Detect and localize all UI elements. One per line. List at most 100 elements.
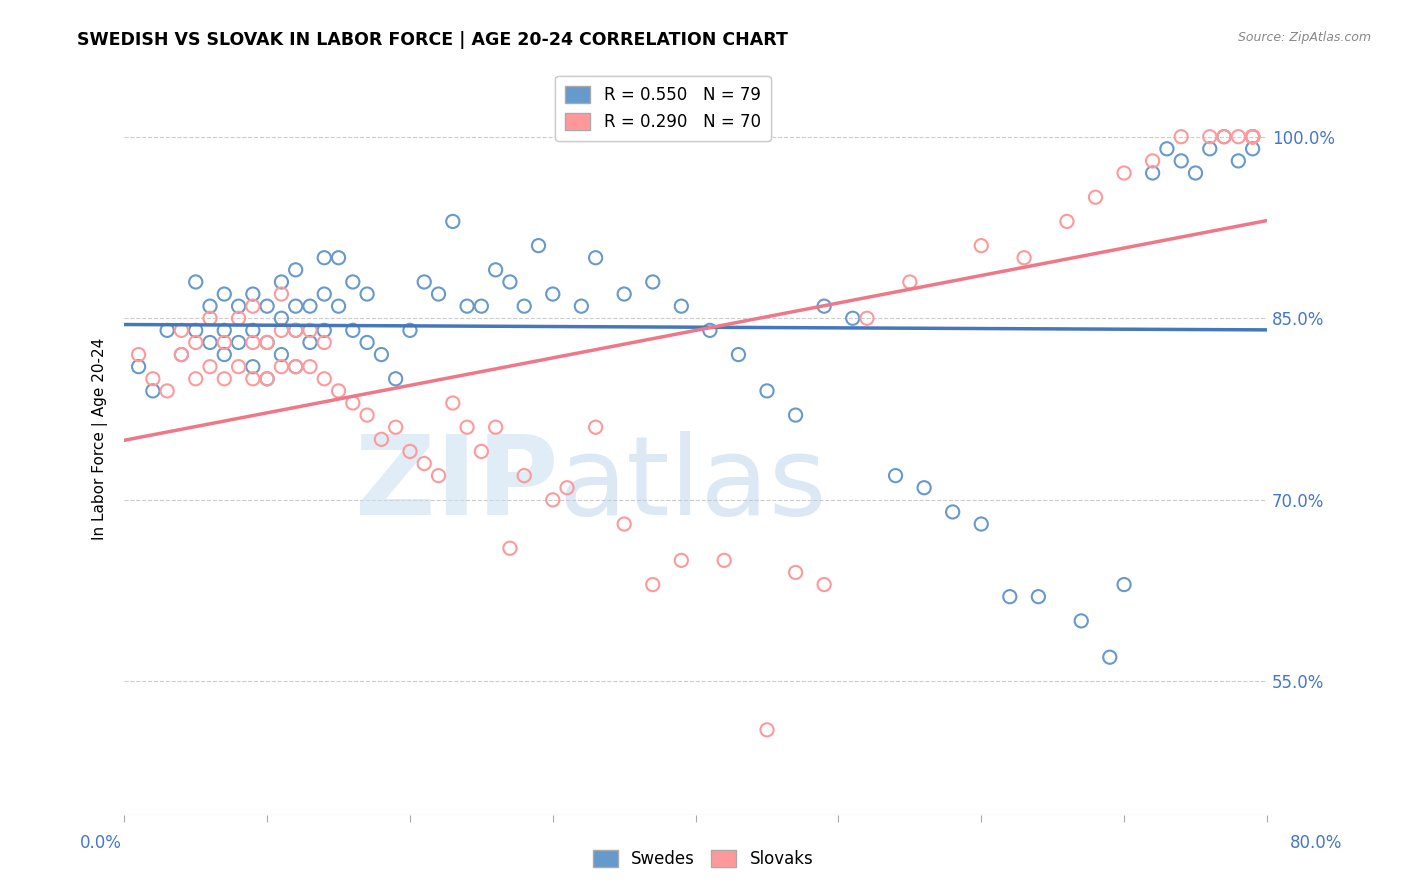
Point <box>1198 129 1220 144</box>
Point <box>727 348 749 362</box>
Point <box>198 359 221 374</box>
Point <box>1241 142 1264 156</box>
Point <box>585 251 607 265</box>
Point <box>184 275 207 289</box>
Text: atlas: atlas <box>558 431 827 538</box>
Point <box>214 323 236 337</box>
Point <box>256 335 278 350</box>
Point <box>499 541 522 556</box>
Point <box>1112 577 1135 591</box>
Point <box>1098 650 1121 665</box>
Point <box>970 516 993 531</box>
Point <box>399 444 422 458</box>
Point <box>1142 166 1164 180</box>
Point <box>228 299 250 313</box>
Point <box>198 311 221 326</box>
Point <box>228 359 250 374</box>
Point <box>399 323 422 337</box>
Point <box>527 238 550 252</box>
Point <box>270 311 292 326</box>
Point <box>314 323 336 337</box>
Point <box>156 384 179 398</box>
Point <box>256 299 278 313</box>
Point <box>1241 129 1264 144</box>
Point <box>184 372 207 386</box>
Point <box>284 359 307 374</box>
Point <box>284 323 307 337</box>
Point <box>699 323 721 337</box>
Point <box>1241 129 1264 144</box>
Point <box>356 408 378 422</box>
Point <box>456 299 478 313</box>
Point <box>314 287 336 301</box>
Point <box>470 299 492 313</box>
Point <box>298 299 321 313</box>
Point <box>228 335 250 350</box>
Point <box>128 348 150 362</box>
Point <box>641 577 664 591</box>
Point <box>228 311 250 326</box>
Point <box>555 481 578 495</box>
Point <box>569 299 592 313</box>
Point <box>1227 153 1250 168</box>
Point <box>284 299 307 313</box>
Point <box>242 299 264 313</box>
Point <box>242 323 264 337</box>
Point <box>1084 190 1107 204</box>
Point <box>756 384 779 398</box>
Point <box>1112 166 1135 180</box>
Point <box>756 723 779 737</box>
Legend: R = 0.550   N = 79, R = 0.290   N = 70: R = 0.550 N = 79, R = 0.290 N = 70 <box>555 76 770 141</box>
Point <box>270 287 292 301</box>
Point <box>142 384 165 398</box>
Point <box>384 420 406 434</box>
Point <box>912 481 935 495</box>
Text: 80.0%: 80.0% <box>1291 834 1343 852</box>
Point <box>270 359 292 374</box>
Point <box>413 457 436 471</box>
Point <box>1241 129 1264 144</box>
Point <box>427 468 450 483</box>
Point <box>1241 129 1264 144</box>
Point <box>298 323 321 337</box>
Point <box>785 408 807 422</box>
Point <box>541 492 564 507</box>
Point <box>485 420 508 434</box>
Point <box>785 566 807 580</box>
Point <box>884 468 907 483</box>
Point <box>198 335 221 350</box>
Point <box>1241 129 1264 144</box>
Point <box>1170 129 1192 144</box>
Point <box>1170 153 1192 168</box>
Point <box>1213 129 1236 144</box>
Point <box>314 372 336 386</box>
Point <box>499 275 522 289</box>
Point <box>1213 129 1236 144</box>
Point <box>441 396 464 410</box>
Point <box>1142 153 1164 168</box>
Point <box>170 348 193 362</box>
Point <box>356 335 378 350</box>
Point <box>541 287 564 301</box>
Point <box>1241 129 1264 144</box>
Point <box>613 287 636 301</box>
Point <box>242 335 264 350</box>
Point <box>342 323 364 337</box>
Point <box>342 396 364 410</box>
Point <box>270 275 292 289</box>
Point <box>314 335 336 350</box>
Point <box>1198 142 1220 156</box>
Point <box>427 287 450 301</box>
Point <box>513 299 536 313</box>
Point <box>184 335 207 350</box>
Point <box>156 323 179 337</box>
Point <box>370 348 392 362</box>
Point <box>242 287 264 301</box>
Point <box>328 251 350 265</box>
Point <box>470 444 492 458</box>
Point <box>1028 590 1050 604</box>
Text: Source: ZipAtlas.com: Source: ZipAtlas.com <box>1237 31 1371 45</box>
Point <box>441 214 464 228</box>
Point <box>298 359 321 374</box>
Point <box>370 433 392 447</box>
